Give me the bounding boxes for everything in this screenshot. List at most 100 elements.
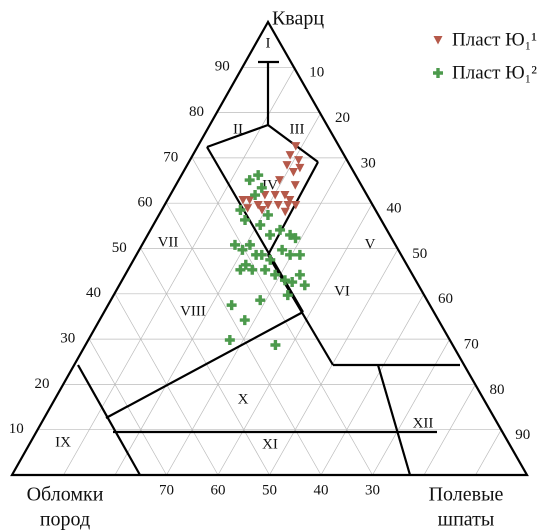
tick-label: 70 xyxy=(163,149,178,165)
point xyxy=(244,175,255,186)
tick-label: 20 xyxy=(335,110,350,126)
boundary xyxy=(206,123,269,149)
point xyxy=(262,209,273,220)
point xyxy=(294,156,304,165)
point xyxy=(282,290,293,301)
right-axis-title: шпаты xyxy=(438,509,495,531)
region-label: X xyxy=(238,391,249,407)
point xyxy=(243,204,253,213)
top-axis-title: Кварц xyxy=(272,8,324,30)
point xyxy=(295,163,305,173)
region-label: XI xyxy=(262,436,278,452)
point xyxy=(290,233,301,244)
point xyxy=(226,300,237,311)
point xyxy=(275,224,286,235)
tick-label: 20 xyxy=(35,376,50,392)
right-axis-title: Полевые xyxy=(429,484,504,506)
tick-label: 30 xyxy=(60,331,75,347)
grid-line xyxy=(140,248,270,476)
point xyxy=(245,196,255,205)
tick-label: 40 xyxy=(387,201,402,217)
region-label: IX xyxy=(55,434,71,450)
point xyxy=(265,254,276,265)
point xyxy=(291,201,301,210)
point xyxy=(235,264,246,275)
point xyxy=(229,239,240,250)
point xyxy=(256,182,267,193)
point xyxy=(270,269,281,280)
point xyxy=(255,295,266,306)
region-boundaries xyxy=(10,19,529,477)
series xyxy=(238,142,305,217)
legend-marker xyxy=(433,68,443,79)
left-axis-title: пород xyxy=(40,509,90,531)
tick-label: 80 xyxy=(189,104,204,120)
region-label: III xyxy=(290,121,305,137)
point xyxy=(275,176,285,185)
point xyxy=(280,207,290,217)
tick-label: 60 xyxy=(438,291,453,307)
point xyxy=(265,229,276,240)
grid-line xyxy=(191,157,373,476)
tick-label: 10 xyxy=(309,65,324,81)
point xyxy=(282,161,292,170)
tick-label: 40 xyxy=(314,482,329,498)
legend-label: Пласт Ю₁² xyxy=(452,62,537,83)
region-label: I xyxy=(266,35,271,51)
point xyxy=(285,229,296,240)
boundary xyxy=(77,364,141,476)
point xyxy=(270,191,280,200)
point xyxy=(240,259,251,270)
tick-label: 60 xyxy=(211,482,226,498)
legend-label: Пласт Ю₁¹ xyxy=(452,29,537,50)
grid-line xyxy=(423,384,476,476)
tick-label: 30 xyxy=(365,482,380,498)
series xyxy=(224,170,310,350)
point xyxy=(280,191,290,200)
point xyxy=(285,196,295,205)
point xyxy=(224,335,235,346)
point xyxy=(240,214,251,225)
region-label: V xyxy=(365,236,376,252)
point xyxy=(283,201,293,210)
tick-label: 70 xyxy=(159,482,174,498)
point xyxy=(285,151,295,160)
point xyxy=(255,219,266,230)
region-label: XII xyxy=(413,415,434,431)
tick-label: 30 xyxy=(361,155,376,171)
tick-label: 70 xyxy=(464,337,479,353)
tick-label: 90 xyxy=(215,59,230,75)
region-label: VII xyxy=(158,234,179,250)
point xyxy=(247,264,258,275)
point xyxy=(257,205,267,215)
grid-line xyxy=(166,203,322,476)
boundary xyxy=(376,364,412,476)
tick-label: 90 xyxy=(515,427,530,443)
point xyxy=(263,201,273,210)
point xyxy=(253,170,264,181)
point xyxy=(239,315,250,326)
point xyxy=(290,181,300,190)
grid xyxy=(37,66,502,476)
grid-line xyxy=(320,293,425,476)
point xyxy=(294,249,305,260)
tick-label: 10 xyxy=(9,421,24,437)
point xyxy=(291,142,301,151)
tick-label: 50 xyxy=(412,246,427,262)
left-axis-title: Обломки xyxy=(27,484,104,506)
point xyxy=(251,249,262,260)
triangle-frame xyxy=(10,19,529,477)
point xyxy=(260,191,270,200)
grid-line xyxy=(475,429,502,476)
boundary xyxy=(105,311,304,419)
point xyxy=(256,249,267,260)
point xyxy=(260,264,271,275)
region-label: IV xyxy=(262,177,278,193)
boundary xyxy=(267,161,319,256)
boundary xyxy=(206,146,304,313)
point xyxy=(238,196,248,205)
point xyxy=(299,280,310,291)
point xyxy=(270,339,281,350)
point xyxy=(287,277,298,288)
